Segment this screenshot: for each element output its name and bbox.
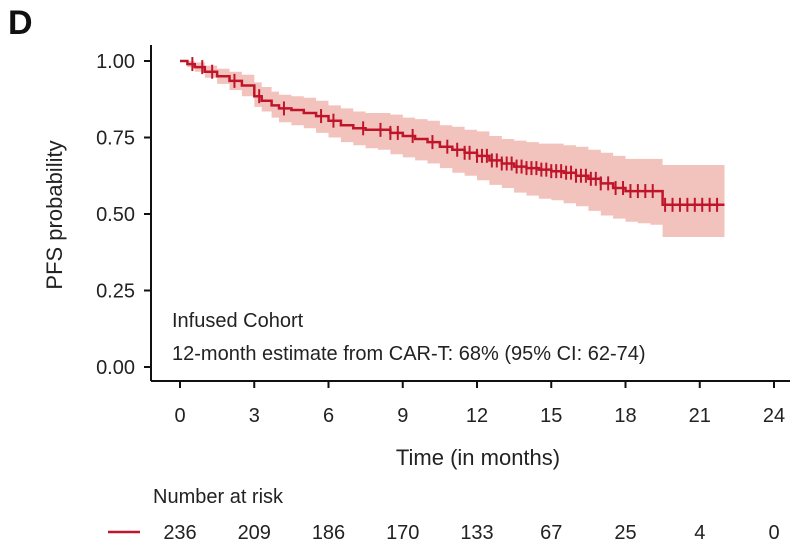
x-tick-label: 3 — [249, 405, 260, 427]
risk-count: 0 — [768, 522, 779, 544]
y-tick-label: 1.00 — [96, 51, 135, 73]
risk-count: 67 — [540, 522, 562, 544]
cohort-label: Infused Cohort — [172, 310, 304, 332]
x-tick-label: 0 — [174, 405, 185, 427]
y-tick-label: 0.75 — [96, 128, 135, 150]
x-tick-label: 24 — [763, 405, 785, 427]
risk-table-title: Number at risk — [153, 486, 284, 508]
plot-area — [180, 57, 725, 237]
x-tick-label: 18 — [614, 405, 636, 427]
y-tick-label: 0.50 — [96, 204, 135, 226]
y-ticks: 0.00 0.25 0.50 0.75 1.00 — [96, 51, 151, 379]
y-tick-label: 0.25 — [96, 281, 135, 303]
x-tick-label: 6 — [323, 405, 334, 427]
panel-label: D — [8, 4, 33, 42]
x-tick-label: 9 — [397, 405, 408, 427]
estimate-annotation: 12-month estimate from CAR-T: 68% (95% C… — [172, 343, 646, 365]
y-axis: 0.00 0.25 0.50 0.75 1.00 — [96, 45, 152, 381]
risk-count: 4 — [694, 522, 705, 544]
x-axis: 0 3 6 9 12 15 18 21 24 — [151, 380, 790, 427]
risk-count: 236 — [163, 522, 196, 544]
x-tick-label: 21 — [689, 405, 711, 427]
y-tick-label: 0.00 — [96, 357, 135, 379]
x-tick-label: 12 — [466, 405, 488, 427]
risk-count: 186 — [312, 522, 345, 544]
censor-marks — [191, 57, 719, 212]
risk-count: 170 — [386, 522, 419, 544]
x-tick-label: 15 — [540, 405, 562, 427]
risk-count: 209 — [238, 522, 271, 544]
x-ticks: 0 3 6 9 12 15 18 21 24 — [174, 381, 785, 427]
risk-counts: 236 209 186 170 133 67 25 4 0 — [163, 522, 779, 544]
risk-count: 25 — [614, 522, 636, 544]
risk-count: 133 — [460, 522, 493, 544]
y-axis-title: PFS probability — [42, 140, 67, 289]
x-axis-title: Time (in months) — [396, 445, 560, 470]
